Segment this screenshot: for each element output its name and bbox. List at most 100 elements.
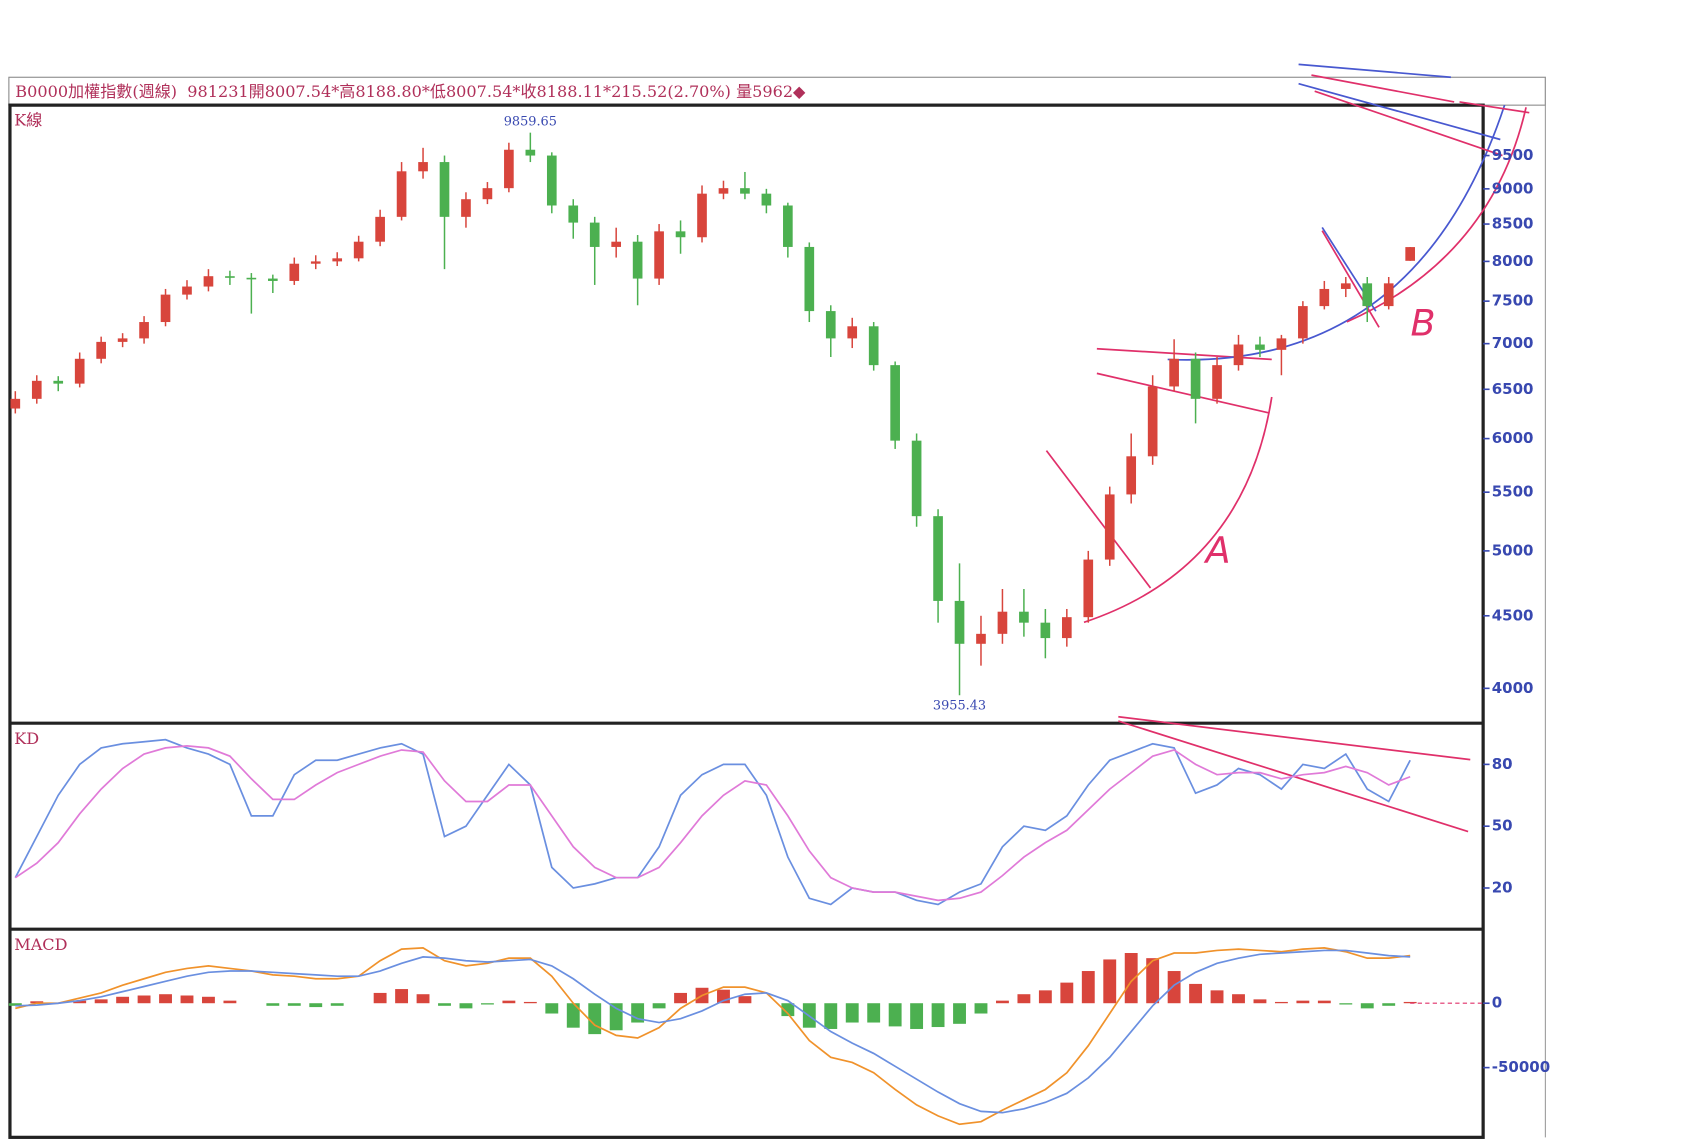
candle-body — [997, 611, 1008, 634]
header-box — [8, 76, 1546, 106]
candle-body — [1040, 622, 1051, 639]
candle-body — [1340, 283, 1351, 289]
candle-body — [1383, 283, 1394, 307]
candle-body — [246, 277, 257, 280]
candle-body — [289, 263, 300, 281]
candle-body — [1169, 358, 1179, 387]
histogram-bar — [888, 1003, 902, 1027]
candle-body — [1061, 617, 1072, 639]
line — [15, 949, 1411, 1114]
histogram-bar — [545, 1003, 559, 1014]
annotation: A — [1204, 529, 1231, 572]
histogram-bar — [781, 1003, 795, 1017]
candle-body — [461, 199, 471, 217]
histogram-bar — [931, 1003, 945, 1028]
candle-body — [632, 241, 643, 279]
y-tick-label: 4000 — [1492, 679, 1534, 697]
candle-body — [890, 365, 900, 441]
candle-body — [482, 188, 493, 200]
candle-body — [1190, 358, 1201, 399]
high-label: 9859.65 — [504, 114, 557, 129]
candle-body — [375, 216, 385, 242]
hand-arc — [1083, 396, 1273, 624]
histogram-bar — [1339, 1003, 1353, 1005]
candle-body — [31, 380, 42, 399]
candle-body — [1019, 611, 1029, 623]
histogram-bar — [1403, 1001, 1417, 1004]
y-tick-label: 8500 — [1492, 215, 1534, 233]
candle-body — [718, 188, 729, 194]
low-label: 3955.43 — [933, 698, 986, 713]
histogram-bar — [1317, 1000, 1331, 1004]
candle-body — [139, 322, 149, 339]
y-tick-label: 6000 — [1492, 429, 1534, 447]
candle-body — [868, 326, 879, 366]
candle-body — [1298, 306, 1308, 339]
hand-line — [1311, 74, 1455, 103]
hand-line — [1096, 347, 1272, 361]
histogram-bar — [588, 1003, 602, 1035]
histogram-bar — [116, 996, 130, 1004]
candle-body — [954, 600, 965, 644]
panel-title: MACD — [14, 935, 67, 954]
histogram-bar — [1382, 1003, 1396, 1006]
histogram-bar — [1081, 971, 1095, 1004]
candle-body — [1126, 456, 1137, 495]
candle-body — [1083, 559, 1094, 618]
annotation: B — [1411, 302, 1436, 345]
histogram-bar — [867, 1003, 881, 1023]
candle-body — [783, 205, 793, 247]
candle-body — [117, 338, 128, 342]
y-tick-label: 8000 — [1492, 252, 1534, 270]
candle-body — [268, 278, 278, 281]
candle-body — [225, 276, 235, 278]
histogram-bar — [309, 1003, 323, 1008]
histogram-bar — [1038, 990, 1052, 1004]
candle-body — [1255, 344, 1265, 350]
histogram-bar — [974, 1003, 988, 1014]
histogram-bar — [652, 1003, 666, 1009]
candle-body — [976, 633, 986, 644]
candle-body — [182, 286, 192, 295]
candle-body — [740, 188, 750, 194]
histogram-bar — [1296, 1000, 1310, 1004]
line — [14, 738, 1411, 906]
candle-body — [332, 258, 343, 262]
histogram-bar — [373, 992, 387, 1004]
histogram-bar — [1060, 982, 1074, 1004]
y-tick-label: 7000 — [1492, 334, 1534, 352]
histogram-bar — [1189, 983, 1203, 1004]
histogram-bar — [502, 1000, 516, 1004]
histogram-bar — [845, 1003, 859, 1023]
candle-body — [847, 326, 858, 339]
candle-body — [1405, 247, 1415, 261]
panel-title: K線 — [14, 111, 42, 130]
histogram-bar — [1103, 959, 1117, 1004]
panel-title: KD — [14, 729, 39, 748]
y-tick-label: 20 — [1492, 878, 1513, 896]
histogram-bar — [73, 1000, 87, 1004]
histogram-bar — [824, 1003, 838, 1029]
candle-body — [439, 162, 450, 217]
hand-line — [1321, 230, 1380, 328]
histogram-bar — [953, 1003, 966, 1024]
candle-body — [825, 311, 836, 339]
histogram-bar — [910, 1003, 924, 1029]
hand-line — [1096, 372, 1270, 414]
histogram-bar — [287, 1003, 301, 1006]
hand-line — [1045, 450, 1152, 589]
candle-body — [53, 380, 64, 384]
histogram-bar — [566, 1003, 580, 1028]
hand-line — [1314, 90, 1503, 157]
candle-body — [504, 149, 514, 189]
line — [15, 946, 1411, 1126]
candle-body — [525, 149, 536, 156]
histogram-bar — [674, 992, 687, 1004]
y-tick-label: 9000 — [1492, 179, 1534, 197]
y-tick-label: 4500 — [1492, 606, 1534, 624]
frame — [8, 103, 1485, 1139]
histogram-bar — [266, 1003, 280, 1006]
histogram-bar — [523, 1001, 537, 1004]
y-tick-label: 7500 — [1492, 292, 1534, 310]
